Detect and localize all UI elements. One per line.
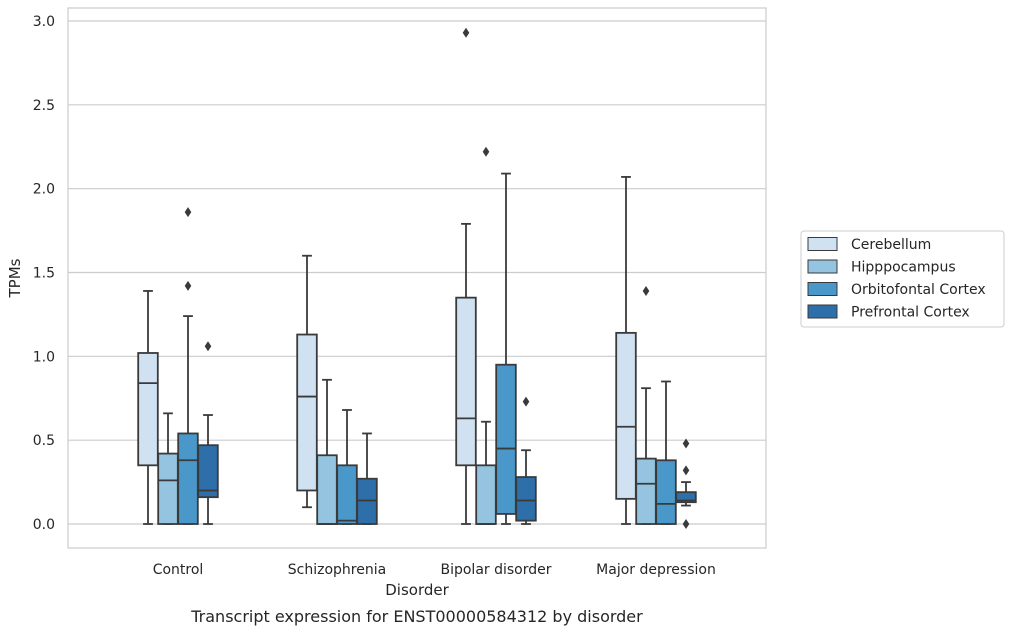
- box-iqr: [655, 459, 677, 525]
- legend-swatch: [807, 282, 838, 296]
- box-iqr: [296, 333, 318, 492]
- x-tick-label: Major depression: [596, 562, 716, 578]
- chart-caption: Transcript expression for ENST0000058431…: [190, 607, 643, 626]
- box-iqr: [336, 464, 358, 525]
- y-tick-label: 2.0: [33, 182, 55, 198]
- box-iqr: [455, 296, 477, 467]
- box-iqr: [615, 331, 637, 500]
- x-tick-label: Schizophrenia: [288, 562, 386, 578]
- legend-entry: Prefrontal Cortex: [851, 305, 970, 321]
- outlier-point: [184, 280, 192, 291]
- legend-swatch: [807, 304, 838, 319]
- box-orbitofontal-cortex: [336, 409, 358, 525]
- box-orbitofontal-cortex: [177, 207, 199, 525]
- box-prefrontal-cortex: [197, 341, 219, 525]
- outlier-point: [682, 465, 690, 476]
- box-prefrontal-cortex: [515, 396, 537, 525]
- y-axis-label: TPMs: [6, 258, 24, 298]
- box-orbitofontal-cortex: [655, 380, 677, 525]
- outlier-point: [522, 396, 530, 407]
- box-iqr: [635, 457, 657, 525]
- box-hipppocampus: [475, 146, 497, 525]
- outlier-point: [682, 519, 690, 529]
- y-axis-ticks: 0.0 0.5 1.0 1.5 2.0 2.5 3.0: [33, 14, 55, 533]
- box-iqr: [675, 491, 697, 504]
- box-cerebellum: [455, 27, 477, 525]
- box-prefrontal-cortex: [675, 438, 697, 529]
- box-orbitofontal-cortex: [495, 172, 517, 525]
- box-hipppocampus: [316, 378, 338, 525]
- box-cerebellum: [137, 290, 159, 525]
- box-iqr: [475, 464, 497, 525]
- y-tick-label: 2.5: [33, 98, 55, 114]
- y-tick-label: 0.5: [33, 433, 55, 449]
- x-axis-label: Disorder: [385, 581, 449, 599]
- y-tick-label: 3.0: [33, 14, 55, 30]
- box-iqr: [157, 452, 179, 525]
- y-tick-label: 0.0: [33, 517, 55, 533]
- plot-frame: [67, 7, 767, 549]
- outlier-point: [482, 146, 490, 157]
- legend-entry: Hipppocampus: [851, 260, 956, 276]
- box-groups: [137, 27, 697, 529]
- outlier-point: [204, 341, 212, 352]
- y-tick-label: 1.5: [33, 266, 55, 282]
- box-cerebellum: [615, 176, 637, 525]
- x-tick-label: Control: [153, 562, 204, 578]
- box-iqr: [137, 352, 159, 467]
- box-prefrontal-cortex: [356, 432, 378, 525]
- x-axis-ticks: Control Schizophrenia Bipolar disorder Majo…: [153, 562, 716, 578]
- legend-frame: [800, 230, 1005, 328]
- y-tick-label: 1.0: [33, 349, 55, 365]
- legend-swatch: [807, 259, 838, 274]
- outlier-point: [462, 27, 470, 38]
- legend-entry: Cerebellum: [851, 237, 931, 253]
- outlier-point: [184, 207, 192, 218]
- outlier-point: [642, 285, 650, 296]
- x-tick-label: Bipolar disorder: [440, 562, 551, 578]
- legend: Cerebellum Hipppocampus Orbitofontal Corte…: [800, 230, 1005, 328]
- box-iqr: [316, 454, 338, 525]
- legend-swatch: [807, 237, 838, 251]
- box-iqr: [177, 432, 199, 525]
- box-hipppocampus: [157, 412, 179, 525]
- box-iqr: [197, 444, 219, 499]
- gridlines: [68, 20, 766, 525]
- box-cerebellum: [296, 254, 318, 509]
- box-iqr: [515, 476, 537, 522]
- legend-entry: Orbitofontal Cortex: [851, 282, 986, 298]
- box-hipppocampus: [635, 285, 657, 525]
- box-iqr: [495, 363, 517, 515]
- outlier-point: [682, 438, 690, 449]
